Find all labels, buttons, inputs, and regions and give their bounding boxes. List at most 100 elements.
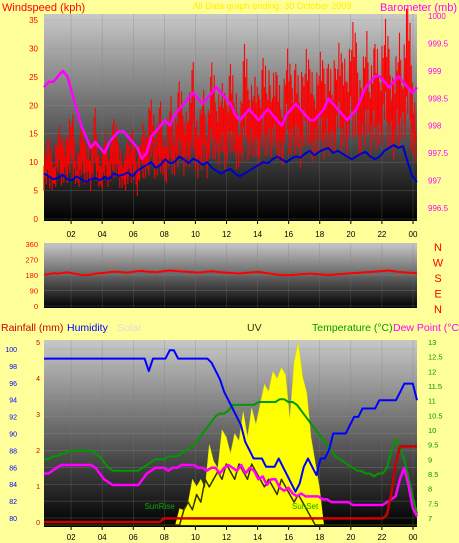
y-tick-label: 2 [36, 448, 40, 455]
y-tick-label: 12 [428, 367, 436, 376]
y-tick-label: 0 [34, 215, 39, 224]
y-tick-label: 997.5 [428, 149, 449, 158]
solar-label: Solar [117, 322, 142, 334]
uv-line [44, 463, 417, 526]
compass-label: N [434, 242, 442, 254]
y-tick-label: 7.5 [428, 499, 438, 508]
y-tick-label: 88 [9, 448, 17, 455]
gust-series [43, 8, 417, 196]
x-tick-label: 14 [253, 533, 262, 542]
y-tick-label: 35 [29, 16, 38, 25]
compass-label: N [434, 304, 442, 316]
y-tick-label: 5 [34, 187, 39, 196]
x-tick-label: 20 [346, 533, 355, 542]
x-tick-label: 22 [377, 533, 386, 542]
y-tick-label: 9 [428, 455, 432, 464]
climate-series [44, 341, 419, 526]
avg-wind-line [43, 144, 418, 183]
dew-point-line [44, 463, 419, 517]
x-tick-label: 04 [98, 230, 107, 239]
y-tick-label: 1000 [428, 12, 446, 21]
y-tick-label: 999.5 [428, 39, 449, 48]
x-tick-label: 02 [67, 533, 76, 542]
y-tick-label: 25 [29, 73, 38, 82]
sun-annotation: SunSet [292, 502, 319, 511]
y-tick-label: 9.5 [428, 441, 438, 450]
rain-y-ticks: 5 4 3 2 1 0 [36, 340, 40, 527]
y-tick-label: 10 [29, 158, 38, 167]
y-tick-label: 996.5 [428, 204, 449, 213]
x-tick-label: 16 [284, 230, 293, 239]
x-tick-label: 20 [346, 230, 355, 239]
humidity-label: Humidity [67, 322, 109, 334]
y-tick-label: 94 [9, 398, 17, 405]
y-tick-label: 98 [9, 364, 17, 371]
y-tick-label: 96 [9, 381, 17, 388]
x-tick-label: 18 [315, 533, 324, 542]
temp-label: Temperature (°C) [312, 322, 393, 334]
y-tick-label: 30 [29, 44, 38, 53]
uv-label: UV [247, 322, 262, 334]
wind-direction-line [43, 269, 418, 277]
direction-gridlines [44, 243, 417, 308]
wind-x-ticks: 02 04 06 08 10 12 14 16 18 20 22 00 [67, 221, 418, 239]
y-tick-label: 270 [25, 256, 38, 265]
x-tick-label: 18 [315, 230, 324, 239]
x-tick-label: 06 [129, 230, 138, 239]
y-tick-label: 998.5 [428, 94, 449, 103]
sun-annotations: SunRise SunSet [144, 502, 319, 511]
y-tick-label: 8 [428, 485, 432, 494]
humidity-line [44, 349, 418, 493]
chart-title: All Data graph ending: 30 October 2009 [193, 1, 352, 11]
compass-label: W [433, 258, 444, 270]
rain-label: Rainfall (mm) [1, 322, 63, 334]
x-tick-label: 08 [160, 230, 169, 239]
y-tick-label: 92 [9, 415, 17, 422]
y-tick-label: 11 [428, 397, 436, 406]
x-tick-label: 16 [284, 533, 293, 542]
sun-annotation: SunRise [144, 502, 175, 511]
compass-label: S [434, 273, 441, 285]
x-tick-label: 14 [253, 230, 262, 239]
direction-series [43, 269, 418, 277]
rainfall-line [44, 445, 417, 524]
barometer-line [43, 69, 418, 160]
y-tick-label: 4 [36, 376, 40, 383]
dew-label: Dew Point (°C) [393, 322, 459, 334]
x-tick-label: 22 [377, 230, 386, 239]
climate-x-ticks: 02 04 06 08 10 12 14 16 18 20 22 00 [67, 527, 418, 542]
compass-label: E [434, 289, 441, 301]
y-tick-label: 7 [428, 514, 432, 523]
baro-y-ticks: 1000 999.5 999 998.5 998 997.5 997 996.5 [428, 12, 449, 213]
y-tick-label: 100 [5, 347, 17, 354]
temp-y-ticks: 13 12.5 12 11.5 11 10.5 10 9.5 9 8.5 8 7.5 7 [428, 338, 443, 523]
x-tick-label: 10 [191, 230, 200, 239]
y-tick-label: 10.5 [428, 411, 443, 420]
x-tick-label: 06 [129, 533, 138, 542]
x-tick-label: 12 [222, 533, 231, 542]
wind-axis-label: Windspeed (kph) [2, 2, 85, 14]
y-tick-label: 82 [9, 499, 17, 506]
y-tick-label: 180 [25, 271, 38, 280]
y-tick-label: 13 [428, 338, 436, 347]
wind-y-ticks: 35 30 25 20 15 10 5 0 [29, 16, 38, 224]
y-tick-label: 5 [36, 340, 40, 347]
y-tick-label: 8.5 [428, 470, 438, 479]
y-tick-label: 1 [36, 484, 40, 491]
y-tick-label: 3 [36, 412, 40, 419]
x-tick-label: 02 [67, 230, 76, 239]
y-tick-label: 0 [34, 302, 38, 311]
direction-y-ticks: 360 270 180 90 0 [25, 240, 38, 311]
y-tick-label: 10 [428, 426, 436, 435]
direction-plot-background [44, 243, 417, 308]
y-tick-label: 997 [428, 177, 442, 186]
baro-axis-label: Barometer (mb) [380, 2, 457, 14]
y-tick-label: 360 [25, 240, 38, 249]
x-tick-label: 00 [409, 230, 418, 239]
temperature-line [44, 398, 418, 514]
y-tick-label: 90 [9, 432, 17, 439]
x-tick-label: 08 [160, 533, 169, 542]
